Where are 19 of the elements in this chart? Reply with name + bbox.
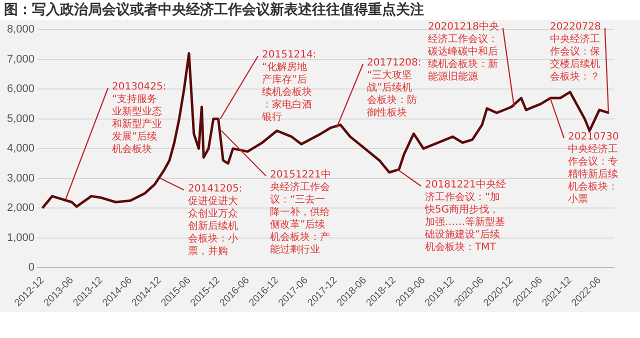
y-tick-label: 2,000 <box>6 202 35 214</box>
y-tick-label: 3,000 <box>6 172 35 184</box>
annotation: 20141205:促进促进大众创业万众创新后续机会板块：小票，并购 <box>188 184 242 258</box>
annotation: 20220728中央经济工作会议：保交楼后续机会板块：？ <box>549 22 601 83</box>
annotation: 20151221中央经济工作会议：“三去一降一补，供给侧改革”后续机会板块：产能过剩行业 <box>270 168 331 256</box>
y-tick-label: 8,000 <box>6 24 35 36</box>
y-tick-label: 1,000 <box>6 232 35 244</box>
annotation: 20210730中央经济工作会议：专精特新后续机会板块：小票 <box>567 132 619 206</box>
annotation: 20171208:“三大攻坚战”后续机会板块：防御性板块 <box>367 58 422 119</box>
y-tick-label: 4,000 <box>6 142 35 155</box>
annotation: 20151214:“化解房地产库存”后续机会板块：家电白酒银行 <box>261 50 316 124</box>
chart-title: 图：写入政治局会议或者中央经济工作会议新表述往往值得重点关注 <box>4 1 424 19</box>
y-tick-label: 5,000 <box>6 112 35 125</box>
annotation: 20130425:“支持服务业新型业态和新型产业发展”后续机会板块 <box>112 82 166 156</box>
y-tick-label: 7,000 <box>6 53 35 66</box>
annotation: 20201218中央经济工作会议：碳达峰碳中和后续机会板块：新能源旧能源 <box>427 20 499 83</box>
annotation: 20181221中央经济工作会议：“加快5G商用步伐，加强……等新型基础设施建设”后续机会板块：TMT <box>424 178 506 254</box>
y-tick-label: 6,000 <box>6 83 35 96</box>
y-tick-label: 0 <box>28 262 35 274</box>
